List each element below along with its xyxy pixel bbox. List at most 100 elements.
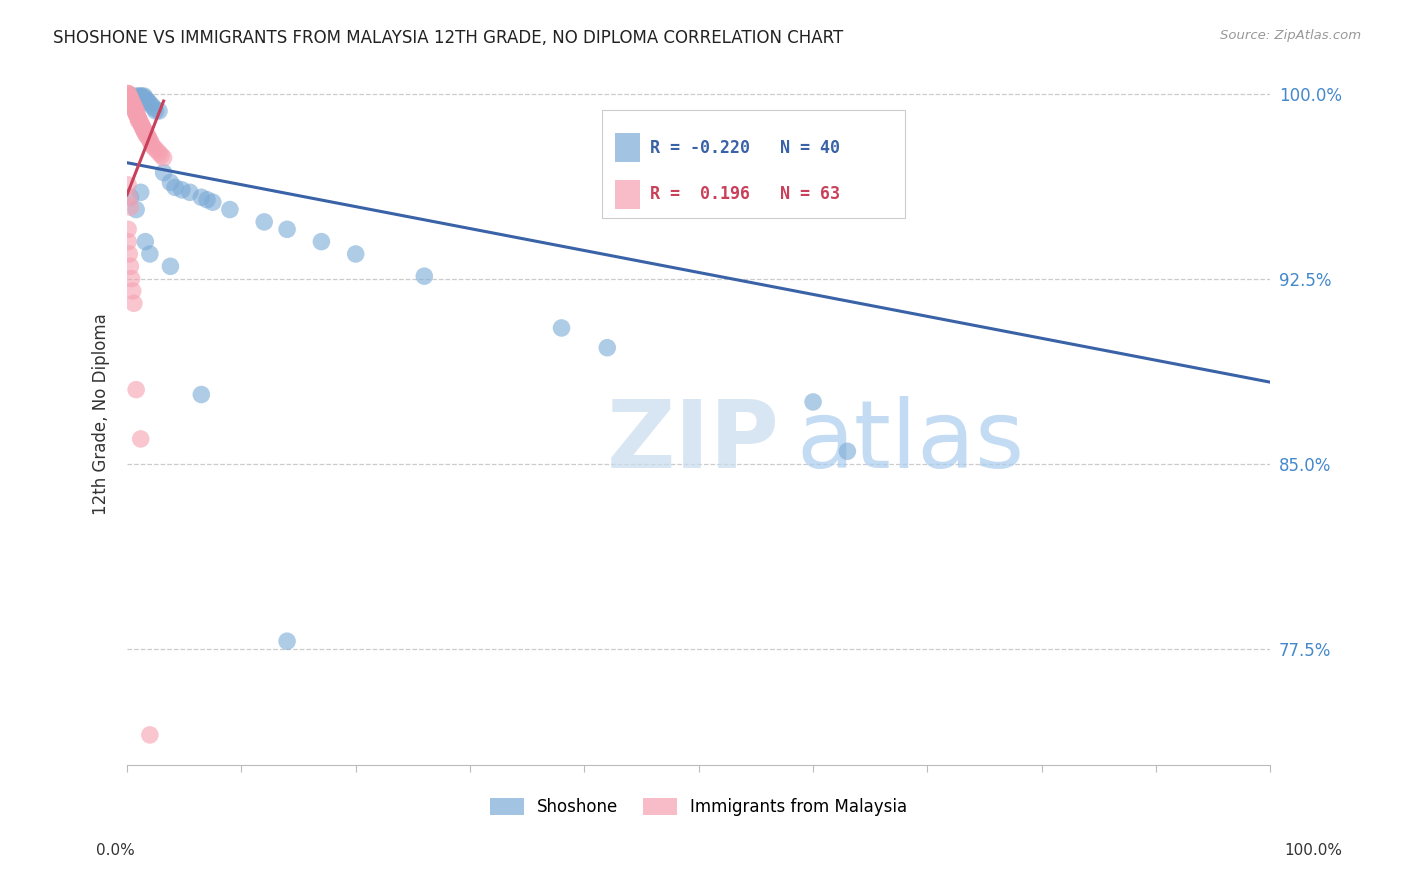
Point bbox=[117, 87, 139, 101]
Point bbox=[121, 96, 143, 111]
Point bbox=[145, 144, 167, 158]
Point bbox=[253, 215, 276, 229]
Point bbox=[837, 444, 859, 458]
Point bbox=[125, 89, 148, 103]
Point bbox=[134, 235, 156, 249]
Point bbox=[150, 148, 173, 162]
Point bbox=[125, 383, 148, 397]
Point bbox=[125, 202, 148, 217]
Point bbox=[127, 113, 149, 128]
Point bbox=[127, 109, 149, 123]
Point bbox=[141, 138, 163, 153]
Text: ZIP: ZIP bbox=[607, 396, 780, 488]
Text: 100.0%: 100.0% bbox=[1285, 843, 1343, 858]
Legend: Shoshone, Immigrants from Malaysia: Shoshone, Immigrants from Malaysia bbox=[491, 797, 907, 815]
Y-axis label: 12th Grade, No Diploma: 12th Grade, No Diploma bbox=[93, 313, 110, 516]
Point bbox=[118, 89, 141, 103]
Point bbox=[117, 89, 139, 103]
Point bbox=[139, 728, 162, 742]
Point bbox=[143, 102, 166, 116]
Point bbox=[190, 190, 212, 204]
Point bbox=[138, 131, 160, 145]
Point bbox=[148, 103, 170, 118]
Point bbox=[120, 89, 142, 103]
Point bbox=[134, 123, 156, 137]
Point bbox=[117, 87, 139, 101]
Point bbox=[134, 126, 156, 140]
Bar bbox=[616, 179, 640, 209]
Text: R = -0.220   N = 40: R = -0.220 N = 40 bbox=[650, 138, 839, 157]
Point bbox=[139, 247, 162, 261]
Point bbox=[122, 102, 145, 116]
Point bbox=[127, 112, 149, 126]
Point bbox=[118, 190, 141, 204]
Point bbox=[135, 128, 157, 143]
Point bbox=[121, 99, 143, 113]
Point bbox=[276, 634, 298, 648]
Point bbox=[127, 112, 149, 126]
Point bbox=[120, 92, 142, 106]
Point bbox=[120, 94, 142, 108]
Point bbox=[179, 186, 201, 200]
Point bbox=[139, 136, 162, 150]
Point bbox=[124, 102, 146, 116]
Point bbox=[117, 178, 139, 192]
Point bbox=[117, 222, 139, 236]
Bar bbox=[616, 133, 640, 162]
Text: atlas: atlas bbox=[796, 396, 1024, 488]
Point bbox=[118, 247, 141, 261]
Point bbox=[120, 260, 142, 274]
Point bbox=[120, 92, 142, 106]
Point bbox=[139, 134, 162, 148]
Point bbox=[122, 296, 145, 310]
Point bbox=[141, 99, 163, 113]
Point bbox=[121, 99, 143, 113]
Point bbox=[195, 193, 218, 207]
Point bbox=[159, 176, 181, 190]
Point bbox=[136, 94, 159, 108]
Point bbox=[117, 89, 139, 103]
Point bbox=[129, 116, 152, 130]
Point bbox=[201, 195, 224, 210]
Point bbox=[134, 92, 156, 106]
Point bbox=[120, 200, 142, 214]
Point bbox=[125, 103, 148, 118]
Point bbox=[596, 341, 619, 355]
Point bbox=[131, 119, 153, 133]
Point bbox=[170, 183, 193, 197]
Point bbox=[152, 165, 174, 179]
Point bbox=[152, 151, 174, 165]
Point bbox=[131, 119, 153, 133]
Point bbox=[125, 106, 148, 120]
Point bbox=[127, 109, 149, 123]
Point bbox=[120, 94, 142, 108]
Point bbox=[129, 89, 152, 103]
Point bbox=[413, 269, 436, 284]
Point bbox=[134, 89, 156, 103]
Point bbox=[550, 321, 572, 335]
Point bbox=[136, 128, 159, 143]
Text: Source: ZipAtlas.com: Source: ZipAtlas.com bbox=[1220, 29, 1361, 42]
Point bbox=[117, 235, 139, 249]
Point bbox=[118, 92, 141, 106]
Point bbox=[801, 395, 824, 409]
Point bbox=[129, 432, 152, 446]
Point bbox=[148, 145, 170, 160]
Point bbox=[125, 106, 148, 120]
Point bbox=[131, 89, 153, 103]
Point bbox=[118, 89, 141, 103]
Point bbox=[344, 247, 367, 261]
Point bbox=[139, 96, 162, 111]
Point bbox=[121, 271, 143, 285]
Point bbox=[128, 113, 150, 128]
Bar bbox=[602, 110, 904, 219]
Point bbox=[121, 96, 143, 111]
Text: 0.0%: 0.0% bbox=[96, 843, 135, 858]
Point bbox=[219, 202, 242, 217]
Point bbox=[121, 94, 143, 108]
Point bbox=[117, 87, 139, 101]
Point bbox=[118, 92, 141, 106]
Point bbox=[190, 387, 212, 401]
Point bbox=[120, 190, 142, 204]
Point bbox=[276, 222, 298, 236]
